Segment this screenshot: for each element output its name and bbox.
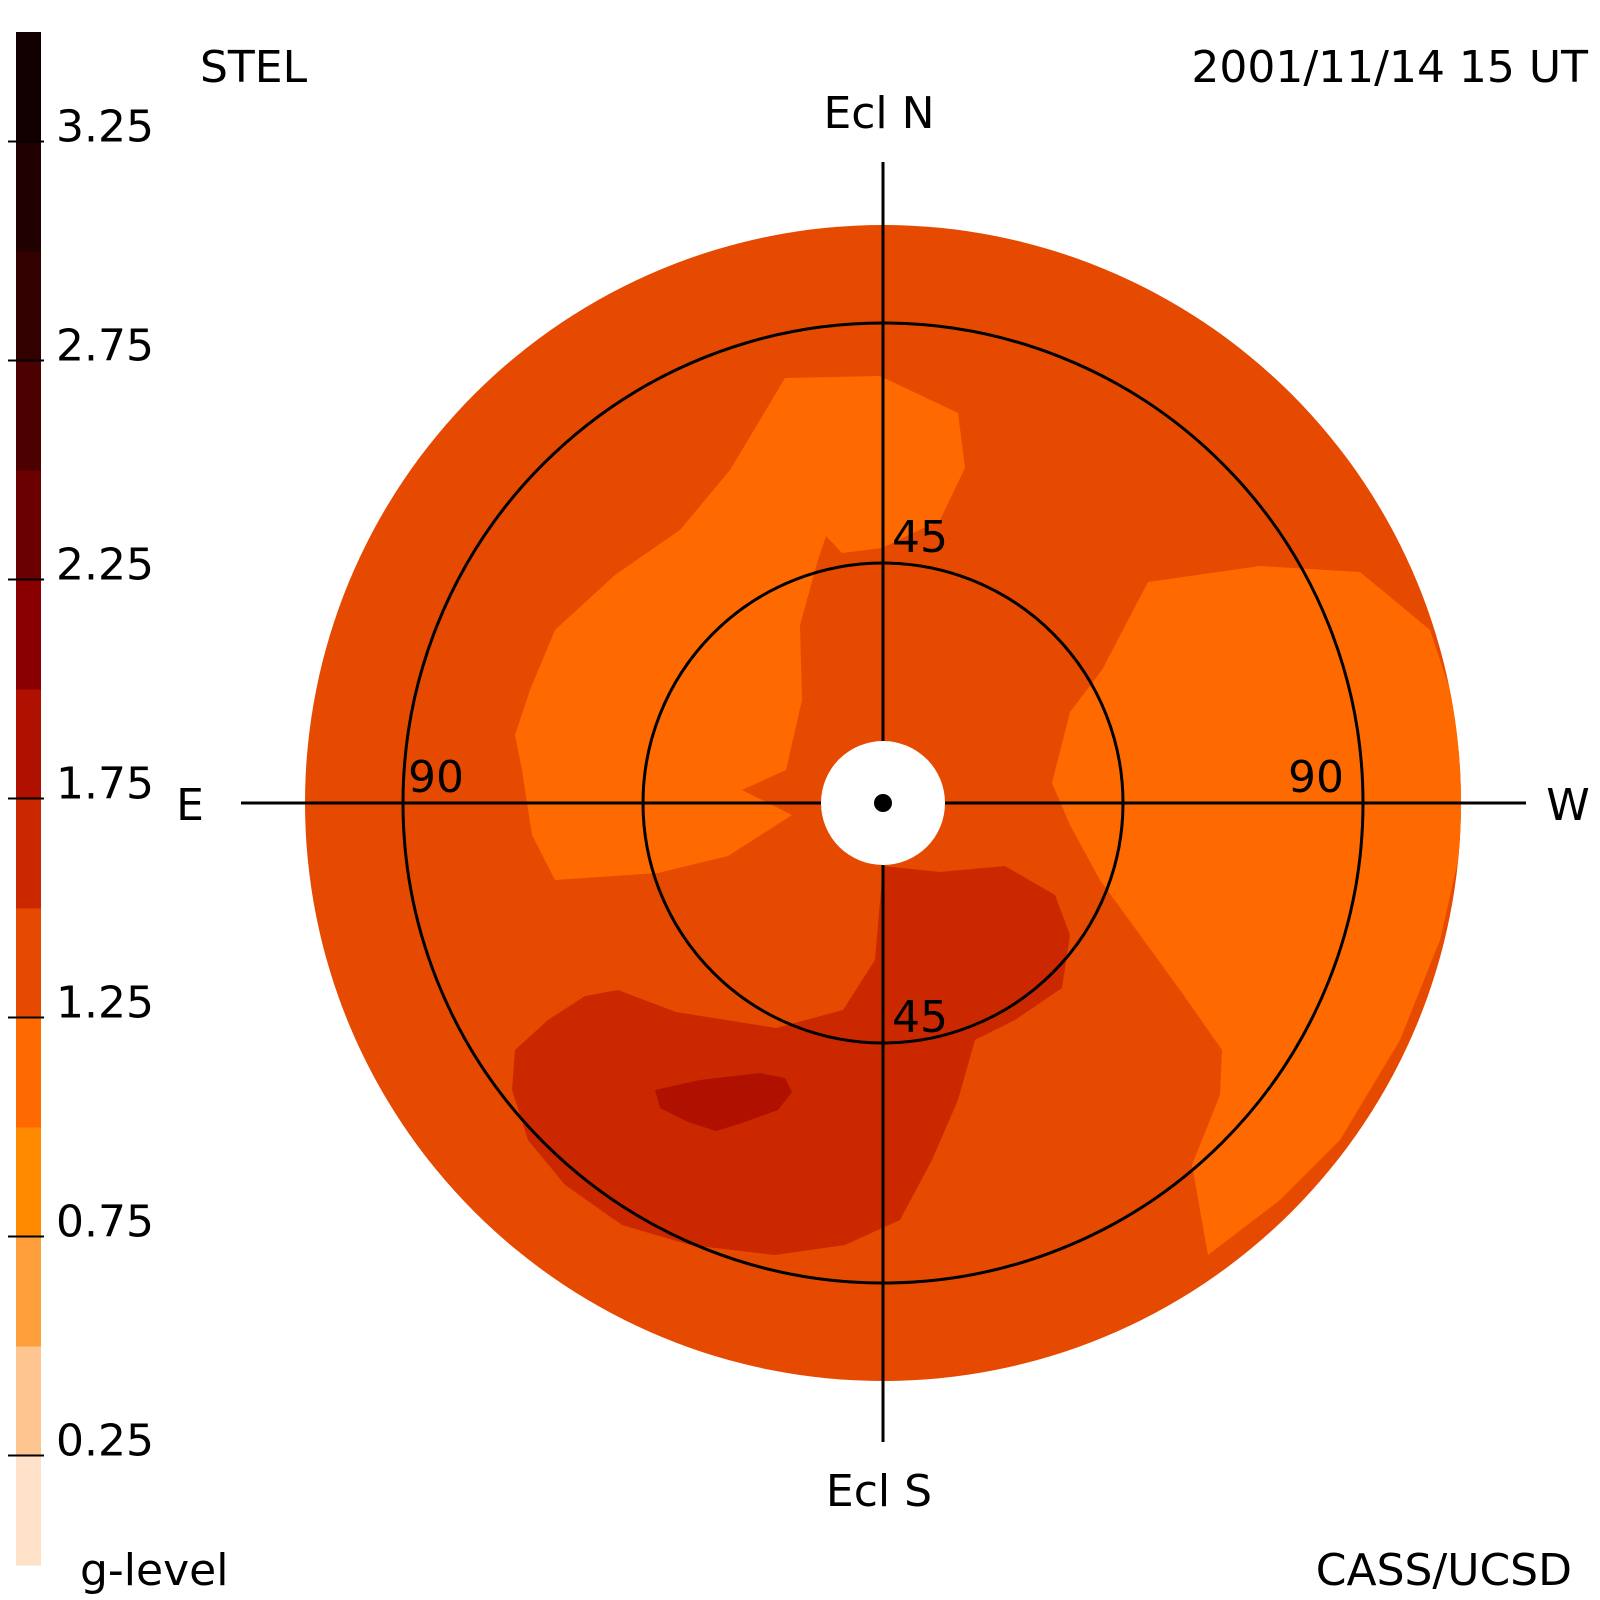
colorbar-band-7 xyxy=(16,689,41,799)
colorbar-band-8 xyxy=(16,579,41,690)
colorbar: 3.25 2.75 2.25 1.75 1.25 0.75 0.25 xyxy=(8,32,154,1566)
ring-label-45-south: 45 xyxy=(892,992,948,1043)
colorbar-band-5 xyxy=(16,908,41,1018)
east-label: E xyxy=(176,780,204,831)
sky-disk xyxy=(241,162,1526,1442)
region-south-core xyxy=(655,1073,792,1131)
region-south-band xyxy=(512,866,1070,1255)
credit-label: CASS/UCSD xyxy=(1316,1545,1572,1596)
colorbar-band-10 xyxy=(16,360,41,471)
ring-label-45-north: 45 xyxy=(892,512,948,563)
colorbar-tick-label-0: 3.25 xyxy=(56,102,154,153)
colorbar-band-6 xyxy=(16,798,41,909)
region-west-lobe xyxy=(1052,566,1461,1255)
colorbar-tick-label-1: 2.75 xyxy=(56,321,154,372)
region-upper-left-lobe xyxy=(515,376,965,880)
colorbar-band-13 xyxy=(16,32,41,142)
colorbar-band-1 xyxy=(16,1346,41,1456)
colorbar-band-2 xyxy=(16,1236,41,1347)
colorbar-band-11 xyxy=(16,251,41,361)
colorbar-band-4 xyxy=(16,1017,41,1128)
colorbar-tick-label-5: 0.75 xyxy=(56,1197,154,1248)
ecliptic-north-label: Ecl N xyxy=(823,88,934,139)
sun-marker xyxy=(874,794,892,812)
instrument-label: STEL xyxy=(200,42,308,93)
colorbar-band-12 xyxy=(16,141,41,252)
ecliptic-south-label: Ecl S xyxy=(826,1466,932,1517)
colorbar-tick-label-6: 0.25 xyxy=(56,1416,154,1467)
colorbar-band-9 xyxy=(16,470,41,580)
colorbar-ticks: 3.25 2.75 2.25 1.75 1.25 0.75 0.25 xyxy=(8,102,154,1467)
west-label: W xyxy=(1546,780,1590,831)
colorbar-tick-label-2: 2.25 xyxy=(56,540,154,591)
colorbar-tick-label-3: 1.75 xyxy=(56,759,154,810)
colorbar-title: g-level xyxy=(80,1545,228,1596)
colorbar-band-0 xyxy=(16,1455,41,1566)
colorbar-bands xyxy=(16,32,41,1566)
ring-label-90-west: 90 xyxy=(1288,752,1344,803)
ring-label-90-east: 90 xyxy=(408,752,464,803)
colorbar-tick-label-4: 1.25 xyxy=(56,978,154,1029)
colorbar-band-3 xyxy=(16,1127,41,1237)
timestamp-label: 2001/11/14 15 UT xyxy=(1191,42,1588,93)
